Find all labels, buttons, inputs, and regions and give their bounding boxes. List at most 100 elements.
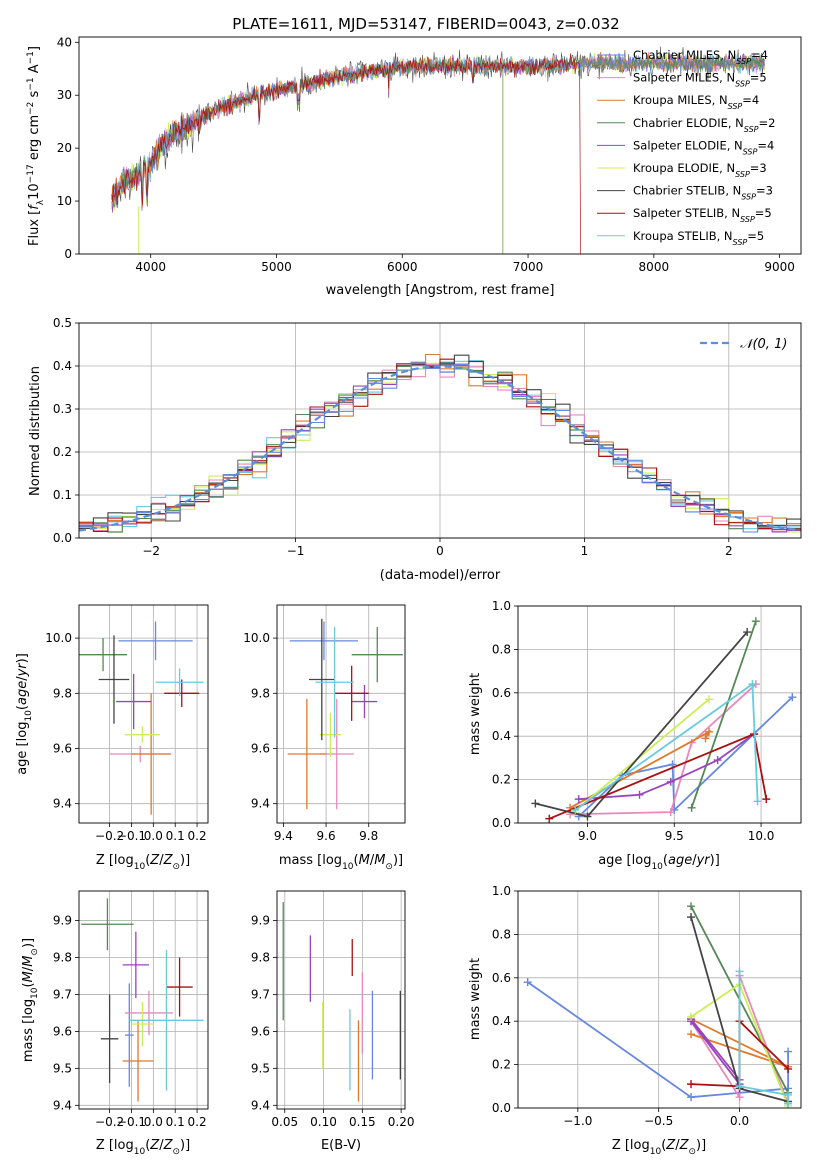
- label-segment: ⊙: [172, 1147, 180, 1157]
- weight-marker: [704, 727, 713, 736]
- label-segment: −1: [26, 51, 36, 64]
- label-segment: /: [159, 853, 164, 868]
- axes-frame: [78, 36, 802, 255]
- weight-marker: [687, 1012, 696, 1021]
- y-tick-label: 0.1: [53, 488, 72, 502]
- y-tick-label: 9.8: [251, 951, 270, 965]
- weight-marker: [583, 812, 592, 821]
- y-tick-label: 10.0: [243, 631, 270, 645]
- label-segment: (: [145, 853, 150, 868]
- weight-marker: [735, 967, 744, 976]
- label-segment: Flux [: [27, 210, 42, 246]
- label-segment: (: [145, 1138, 150, 1153]
- weight-marker: [784, 1099, 793, 1108]
- y-tick-label: 0.8: [492, 927, 511, 941]
- weight-marker: [687, 913, 696, 922]
- axes-frame: [276, 890, 406, 1110]
- label-segment: 10: [30, 987, 40, 999]
- weight-line-8: [574, 682, 759, 811]
- weight-marker: [784, 1047, 793, 1056]
- label-segment: mass [log: [21, 999, 36, 1062]
- y-axis-label: mass weight: [468, 673, 483, 755]
- y-tick-label: 9.8: [53, 686, 72, 700]
- y-tick-label: 9.5: [53, 1061, 72, 1075]
- x-tick-label: 0.0: [144, 829, 163, 843]
- x-tick-label: 0.2: [188, 829, 207, 843]
- label-segment: ⊙: [172, 862, 180, 872]
- legend-label-7: Salpeter STELIB, NSSP=5: [633, 206, 772, 224]
- x-axis-label: E(B-V): [321, 1138, 361, 1153]
- legend-text: =2: [759, 116, 776, 130]
- x-axis-label: wavelength [Angstrom, rest frame]: [326, 283, 555, 298]
- axes-frame: [78, 322, 802, 539]
- label-segment: M: [21, 956, 36, 967]
- label-segment: Z: [665, 1138, 676, 1153]
- legend-subscript: SSP: [740, 215, 755, 224]
- age-vs-metallicity-panel: −0.2−0.10.0 0.1 0.29.49.69.810.0Z [log10(Z…: [15, 604, 209, 872]
- label-segment: /: [675, 1138, 680, 1153]
- label-segment: /: [370, 853, 375, 868]
- label-segment: f: [27, 203, 42, 210]
- weight-line-4: [690, 1018, 741, 1087]
- y-tick-label: 0.0: [492, 1101, 511, 1115]
- y-tick-label: 9.4: [251, 797, 270, 811]
- label-segment: M: [21, 971, 36, 982]
- plot-area: [79, 353, 801, 533]
- legend-subscript: SSP: [733, 237, 748, 246]
- weight-marker: [574, 795, 583, 804]
- label-segment: 10: [134, 1147, 146, 1157]
- legend-text: =4: [757, 138, 774, 152]
- x-tick-label: 0.15: [349, 1115, 376, 1129]
- label-segment: (: [354, 853, 359, 868]
- spectrum-line-7: [111, 53, 581, 254]
- legend-label-8: Kroupa STELIB, NSSP=5: [633, 229, 764, 247]
- weight-marker: [788, 693, 797, 702]
- legend-text: Chabrier MILES, N: [633, 48, 736, 62]
- y-tick-label: 10: [57, 194, 72, 208]
- legend-subscript: SSP: [728, 102, 743, 111]
- weight-marker: [735, 1093, 744, 1102]
- legend-text: =4: [742, 93, 759, 107]
- label-segment: A: [27, 64, 42, 77]
- label-segment: )]: [180, 853, 190, 868]
- label-segment: Z: [149, 1138, 160, 1153]
- x-tick-label: 1: [581, 544, 589, 558]
- label-segment: age [log: [15, 722, 30, 775]
- x-axis-label: (data-model)/error: [380, 568, 501, 583]
- label-segment: Z: [163, 1138, 174, 1153]
- plot-area: [531, 617, 797, 823]
- label-segment: Z [log: [612, 1138, 650, 1153]
- x-tick-label: 9000: [764, 260, 795, 274]
- x-tick-label: 0.1: [166, 1115, 185, 1129]
- legend-label-3: Chabrier ELODIE, NSSP=2: [633, 116, 775, 134]
- axes-frame: [276, 604, 406, 824]
- label-segment: 10: [24, 710, 34, 722]
- legend-label-0: Chabrier MILES, NSSP=4: [633, 48, 768, 66]
- weight-marker: [531, 799, 540, 808]
- label-segment: age: [15, 681, 30, 705]
- weight-marker: [743, 628, 752, 637]
- x-tick-label: −0.2: [95, 829, 124, 843]
- axes-frame: [78, 604, 209, 824]
- label-segment: Z: [679, 1138, 690, 1153]
- x-tick-label: −0.1: [117, 1115, 146, 1129]
- label-segment: 10: [651, 862, 663, 872]
- y-tick-label: 20: [57, 141, 72, 155]
- label-segment: (: [663, 853, 668, 868]
- x-tick-label: 8000: [639, 260, 670, 274]
- label-segment: Z: [163, 853, 174, 868]
- axes-frame: [517, 890, 802, 1109]
- y-tick-label: 0.2: [53, 445, 72, 459]
- x-tick-label: 0.10: [310, 1115, 337, 1129]
- x-tick-label: 9.0: [578, 829, 597, 843]
- x-tick-label: −0.1: [117, 829, 146, 843]
- legend-text: Kroupa STELIB, N: [633, 229, 733, 243]
- label-segment: s: [27, 90, 42, 101]
- legend-text: =5: [750, 71, 767, 85]
- weight-marker: [704, 695, 713, 704]
- x-axis-label: Z [log10(Z/Z⊙)]: [96, 1138, 190, 1157]
- mass-vs-metallicity-panel: −0.2−0.10.0 0.1 0.2 9.4 9.5 9.6 9.7 9.8 9.9 Z [lo…: [21, 890, 209, 1157]
- label-segment: )]: [710, 853, 720, 868]
